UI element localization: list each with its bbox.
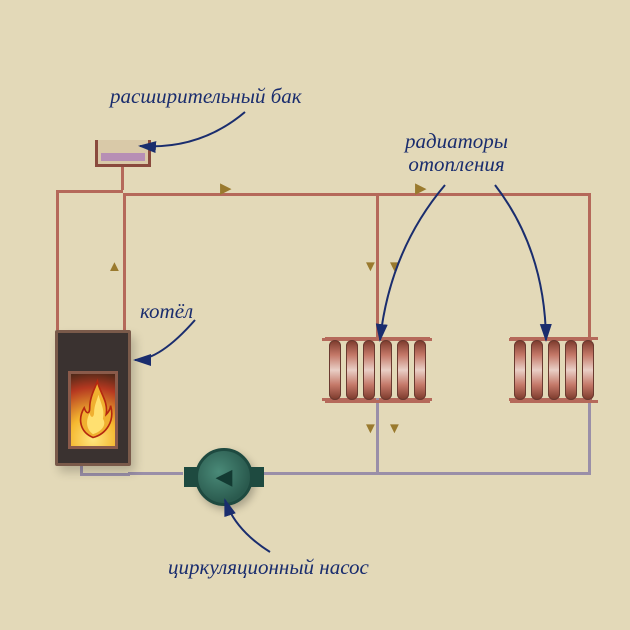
label-tank: расширительный бак [110, 85, 302, 108]
pipe-hot [123, 193, 591, 196]
pointer-arrow [0, 0, 630, 630]
label-radiators: радиаторы отопления [405, 130, 508, 176]
flow-arrow-icon [220, 182, 232, 197]
pump-direction-icon [216, 464, 233, 490]
pump-port [250, 467, 264, 487]
flow-arrow-icon [387, 260, 402, 275]
circulation-pump [195, 448, 253, 506]
flow-arrow-icon [363, 260, 378, 275]
flow-arrow-icon [415, 182, 427, 197]
pipe-hot [123, 193, 126, 333]
pipe-cold [588, 398, 591, 474]
pump-port [184, 467, 198, 487]
pipe-hot [56, 190, 123, 193]
boiler [55, 330, 131, 466]
pipe-cold [128, 472, 183, 475]
pipe-hot [588, 193, 591, 340]
label-boiler: котёл [140, 300, 193, 323]
pipe-hot [56, 190, 59, 330]
radiator [325, 338, 430, 402]
pipe-cold [80, 473, 130, 476]
pipe-cold [256, 472, 591, 475]
flow-arrow-icon [363, 422, 378, 437]
flow-arrow-icon [107, 260, 122, 275]
flame-icon [68, 371, 118, 449]
pipe-hot [121, 164, 124, 190]
expansion-tank [95, 140, 151, 167]
label-pump: циркуляционный насос [168, 556, 369, 579]
radiator [510, 338, 598, 402]
heating-diagram: расширительный бак радиаторы отопления к… [0, 0, 630, 630]
flow-arrow-icon [387, 422, 402, 437]
